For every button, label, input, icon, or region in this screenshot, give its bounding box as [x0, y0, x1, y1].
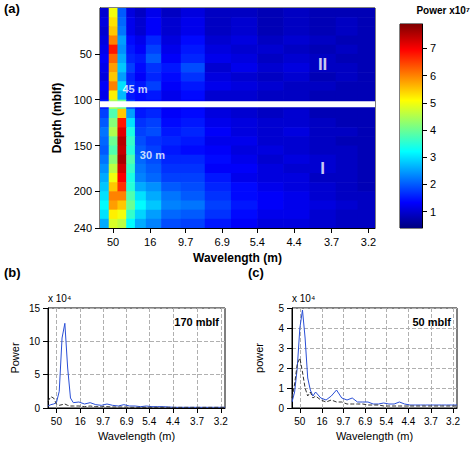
- svg-text:2: 2: [278, 363, 284, 374]
- svg-text:1: 1: [430, 206, 436, 218]
- svg-text:3.7: 3.7: [324, 236, 339, 248]
- svg-text:Wavelength (m): Wavelength (m): [98, 430, 175, 442]
- svg-text:100: 100: [74, 94, 92, 106]
- svg-text:5: 5: [430, 97, 436, 109]
- svg-text:0: 0: [34, 403, 40, 414]
- svg-text:45 m: 45 m: [122, 83, 147, 95]
- svg-text:50 mblf: 50 mblf: [412, 316, 451, 328]
- svg-text:5: 5: [34, 369, 40, 380]
- svg-text:3.2: 3.2: [446, 416, 460, 427]
- svg-text:4.4: 4.4: [286, 236, 301, 248]
- svg-text:6.9: 6.9: [215, 236, 230, 248]
- svg-text:3.2: 3.2: [214, 416, 228, 427]
- svg-text:10: 10: [29, 336, 41, 347]
- svg-text:3.7: 3.7: [424, 416, 438, 427]
- svg-text:5: 5: [278, 303, 284, 314]
- svg-text:16: 16: [144, 236, 156, 248]
- svg-text:x 10⁴: x 10⁴: [292, 293, 315, 304]
- svg-text:3: 3: [430, 151, 436, 163]
- svg-text:Wavelength (m): Wavelength (m): [336, 430, 413, 442]
- svg-text:I: I: [320, 159, 325, 178]
- svg-text:16: 16: [317, 416, 329, 427]
- svg-text:(a): (a): [4, 1, 20, 16]
- svg-text:II: II: [318, 55, 327, 74]
- svg-text:9.7: 9.7: [336, 416, 350, 427]
- svg-text:3.2: 3.2: [361, 236, 376, 248]
- svg-text:Wavelength (m): Wavelength (m): [193, 251, 282, 265]
- svg-text:200: 200: [74, 185, 92, 197]
- svg-text:16: 16: [75, 416, 87, 427]
- svg-text:4: 4: [430, 124, 436, 136]
- svg-text:6.9: 6.9: [120, 416, 134, 427]
- svg-text:6: 6: [430, 70, 436, 82]
- svg-text:2: 2: [430, 178, 436, 190]
- svg-text:170 mblf: 170 mblf: [174, 316, 219, 328]
- svg-text:50: 50: [51, 416, 63, 427]
- svg-text:50: 50: [80, 48, 92, 60]
- svg-text:1: 1: [278, 383, 284, 394]
- svg-text:Depth (mblf): Depth (mblf): [50, 83, 64, 154]
- svg-text:0: 0: [278, 403, 284, 414]
- svg-text:15: 15: [29, 303, 41, 314]
- svg-text:9.7: 9.7: [178, 236, 193, 248]
- svg-text:3: 3: [278, 343, 284, 354]
- svg-text:9.7: 9.7: [96, 416, 110, 427]
- svg-text:50: 50: [107, 236, 119, 248]
- svg-text:5.4: 5.4: [379, 416, 393, 427]
- svg-text:5.4: 5.4: [142, 416, 156, 427]
- svg-text:240: 240: [74, 222, 92, 234]
- svg-text:4: 4: [278, 323, 284, 334]
- svg-text:(c): (c): [248, 265, 264, 280]
- svg-text:3.7: 3.7: [190, 416, 204, 427]
- svg-text:Power: Power: [9, 342, 21, 374]
- svg-text:4.4: 4.4: [166, 416, 180, 427]
- svg-text:150: 150: [74, 140, 92, 152]
- svg-text:Power x10⁷: Power x10⁷: [416, 5, 470, 16]
- svg-text:30 m: 30 m: [140, 149, 165, 161]
- svg-text:x 10⁴: x 10⁴: [48, 293, 71, 304]
- svg-text:7: 7: [430, 42, 436, 54]
- svg-text:6.9: 6.9: [358, 416, 372, 427]
- svg-text:(b): (b): [4, 265, 21, 280]
- svg-text:power: power: [253, 343, 265, 373]
- svg-text:5.4: 5.4: [250, 236, 265, 248]
- svg-text:4.4: 4.4: [401, 416, 415, 427]
- svg-text:50: 50: [294, 416, 306, 427]
